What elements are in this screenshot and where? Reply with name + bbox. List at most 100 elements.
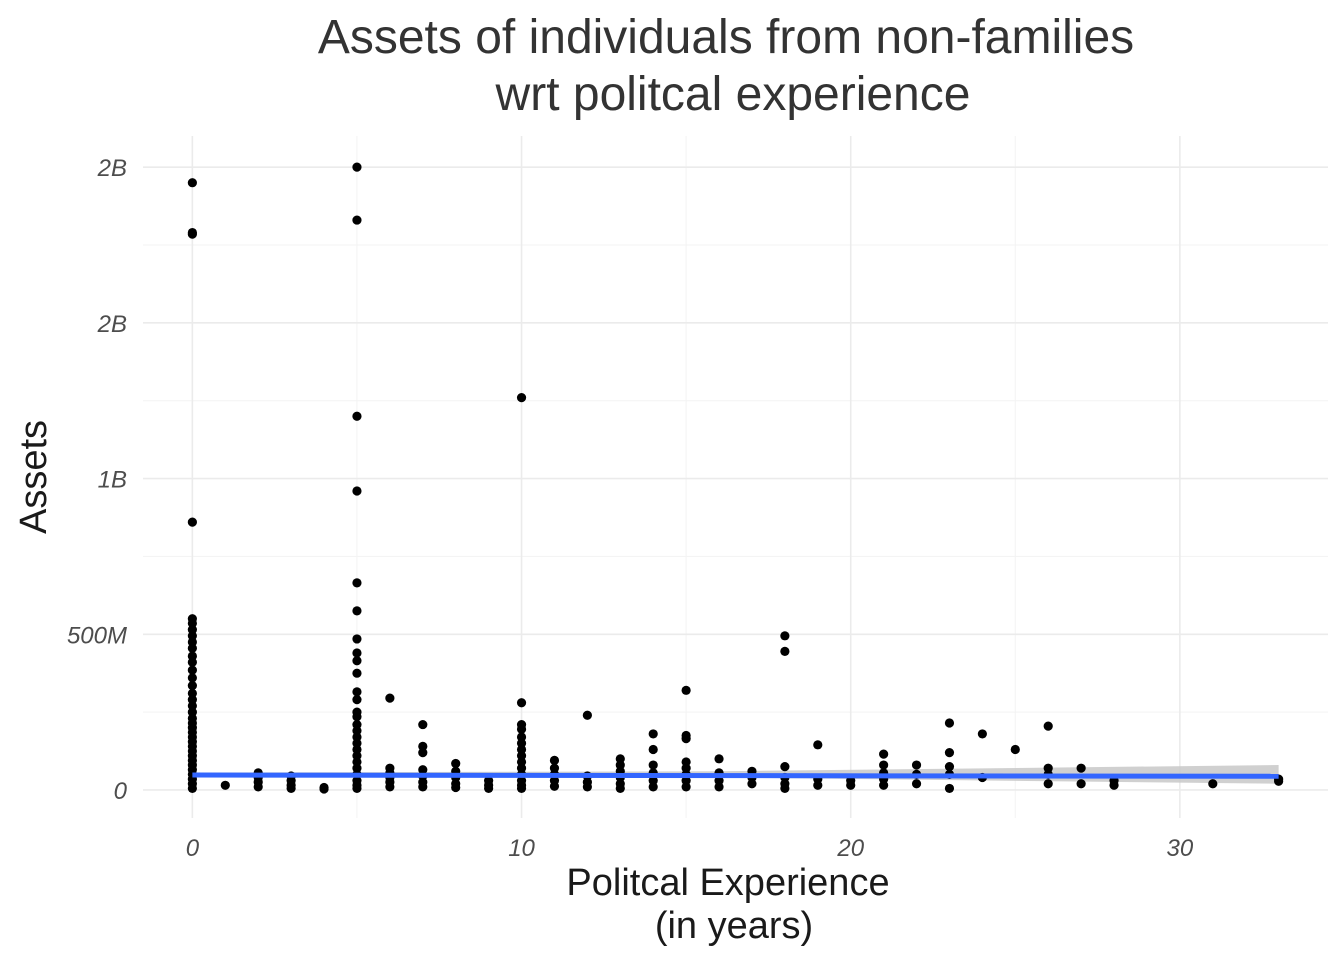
data-point — [1208, 779, 1218, 789]
data-point — [681, 685, 691, 695]
data-point — [187, 673, 197, 683]
grid-lines — [143, 136, 1328, 818]
data-point — [516, 392, 527, 403]
trend-line-layer — [192, 772, 1279, 779]
x-tick-label: 0 — [186, 835, 200, 862]
data-point — [352, 668, 362, 678]
data-point — [944, 762, 955, 772]
data-point — [549, 781, 560, 791]
x-tick-label: 10 — [508, 835, 535, 862]
data-point — [648, 744, 658, 755]
data-point — [714, 782, 724, 792]
data-point — [813, 780, 823, 790]
data-point — [648, 782, 658, 792]
y-tick-label: 0 — [114, 778, 128, 805]
data-point — [187, 681, 197, 691]
data-point — [648, 760, 658, 770]
y-axis-title: Assets — [13, 420, 55, 534]
data-point — [220, 780, 230, 790]
data-point — [451, 758, 461, 769]
data-point — [582, 782, 592, 792]
data-point — [615, 783, 625, 794]
data-point — [187, 643, 197, 653]
data-point — [385, 782, 395, 792]
data-point — [1043, 779, 1053, 789]
data-point — [286, 783, 296, 794]
data-point — [187, 783, 197, 794]
data-point — [944, 718, 955, 728]
data-point — [352, 712, 362, 722]
x-axis-title-line-2: (in years) — [655, 905, 813, 947]
data-point — [977, 729, 987, 739]
data-point — [352, 215, 362, 225]
data-point — [516, 698, 527, 708]
y-tick-label: 1B — [98, 467, 127, 494]
data-point — [648, 729, 658, 739]
data-point — [681, 782, 691, 792]
trend-line — [192, 772, 1279, 779]
data-point — [780, 783, 790, 794]
data-point — [418, 748, 428, 758]
data-point — [681, 733, 691, 744]
data-point — [187, 517, 197, 527]
data-point — [352, 695, 362, 705]
chart-title-line-1: Assets of individuals from non-families — [318, 11, 1134, 64]
data-point — [516, 783, 527, 794]
data-point — [582, 710, 592, 720]
y-tick-label: 2B — [97, 155, 127, 182]
data-point — [1076, 779, 1086, 789]
x-axis-ticks: 0 10 20 30 — [186, 835, 1194, 862]
data-point — [418, 719, 428, 730]
data-point — [911, 760, 922, 770]
data-point — [187, 229, 197, 239]
data-point — [253, 782, 263, 792]
data-point — [780, 762, 790, 772]
data-point — [352, 687, 362, 697]
data-point — [484, 783, 494, 794]
data-point — [385, 693, 395, 703]
data-point — [187, 665, 197, 675]
data-point — [352, 634, 362, 644]
data-point — [879, 780, 889, 790]
data-point — [780, 631, 790, 641]
y-axis-ticks: 0 500M 1B 2B 2B — [67, 155, 128, 805]
data-point — [352, 783, 362, 794]
data-point — [780, 646, 790, 656]
data-point — [1274, 776, 1284, 786]
y-tick-label: 2B — [97, 311, 127, 338]
data-points — [187, 162, 1284, 794]
data-point — [1109, 780, 1119, 790]
chart-title-line-2: wrt politcal experience — [495, 68, 971, 121]
data-point — [352, 578, 362, 588]
data-point — [352, 162, 362, 172]
data-point — [319, 784, 329, 794]
data-point — [418, 782, 428, 792]
data-point — [1043, 721, 1053, 731]
y-tick-label: 500M — [67, 622, 127, 649]
x-axis-title-line-1: Politcal Experience — [566, 862, 889, 904]
data-point — [944, 748, 955, 758]
data-point — [352, 648, 362, 658]
data-point — [352, 486, 362, 496]
data-point — [352, 656, 362, 666]
data-point — [879, 760, 889, 770]
x-tick-label: 30 — [1167, 835, 1194, 862]
data-point — [352, 606, 362, 616]
data-point — [1010, 744, 1020, 755]
x-tick-label: 20 — [836, 835, 864, 862]
data-point — [813, 740, 823, 750]
data-point — [1076, 763, 1086, 773]
data-point — [944, 783, 955, 794]
data-point — [516, 724, 527, 734]
data-point — [846, 780, 856, 790]
data-point — [747, 779, 757, 789]
data-point — [187, 178, 197, 188]
data-point — [451, 782, 461, 793]
data-point — [714, 754, 724, 764]
data-point — [352, 411, 362, 421]
data-point — [187, 657, 197, 667]
data-point — [879, 749, 889, 759]
data-point — [911, 779, 922, 789]
data-point — [549, 755, 560, 765]
